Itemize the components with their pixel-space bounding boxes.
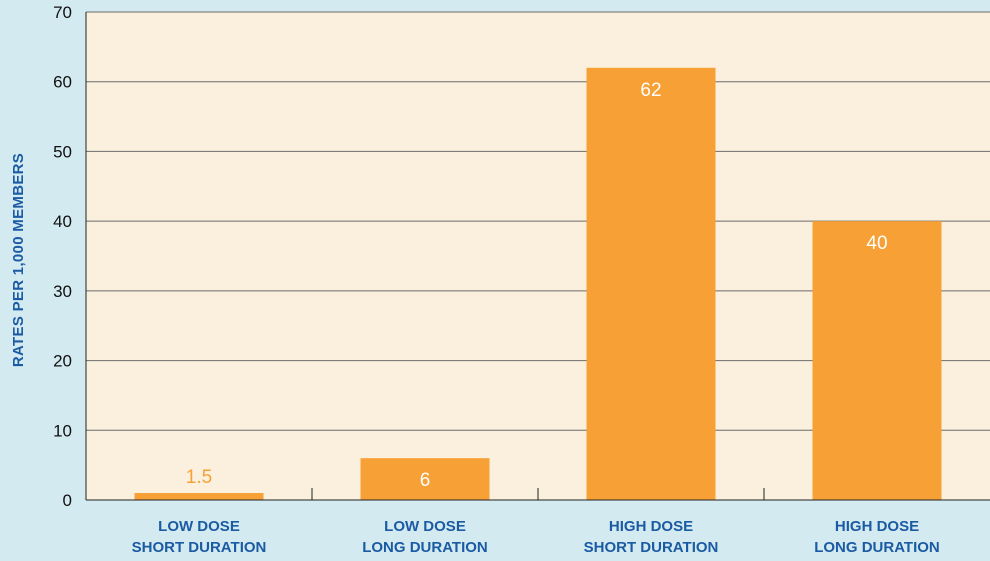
bar xyxy=(134,493,264,500)
bar xyxy=(812,221,942,500)
labels: 0 10 20 30 40 50 60 70 1.5 LOW DOSE SHORT DURATION… xyxy=(53,3,940,556)
data-label: 62 xyxy=(640,80,661,101)
y-tick-label: 40 xyxy=(53,212,72,231)
gridlines xyxy=(86,11,990,431)
x-category-label: LOW DOSE xyxy=(384,518,466,535)
x-category-label: LOW DOSE xyxy=(158,518,240,535)
y-tick-label: 10 xyxy=(53,421,72,440)
axes xyxy=(85,12,990,501)
y-tick-label: 30 xyxy=(53,282,72,301)
x-category-label: HIGH DOSE xyxy=(609,518,693,535)
y-tick-label: 70 xyxy=(53,3,72,22)
y-tick-label: 0 xyxy=(63,491,72,510)
y-tick-label: 20 xyxy=(53,352,72,371)
x-category-label: SHORT DURATION xyxy=(132,539,267,556)
y-tick-label: 50 xyxy=(53,142,72,161)
bars xyxy=(134,67,942,501)
data-label: 6 xyxy=(420,470,431,491)
data-label: 40 xyxy=(866,233,887,254)
y-axis-title: RATES PER 1,000 MEMBERS xyxy=(10,153,27,367)
x-category-label: HIGH DOSE xyxy=(835,518,919,535)
bar xyxy=(360,458,490,500)
x-category-label: LONG DURATION xyxy=(362,539,488,556)
bar xyxy=(586,67,716,501)
x-category-label: SHORT DURATION xyxy=(584,539,719,556)
y-tick-label: 60 xyxy=(53,73,72,92)
data-label: 1.5 xyxy=(186,467,212,488)
x-category-label: LONG DURATION xyxy=(814,539,940,556)
